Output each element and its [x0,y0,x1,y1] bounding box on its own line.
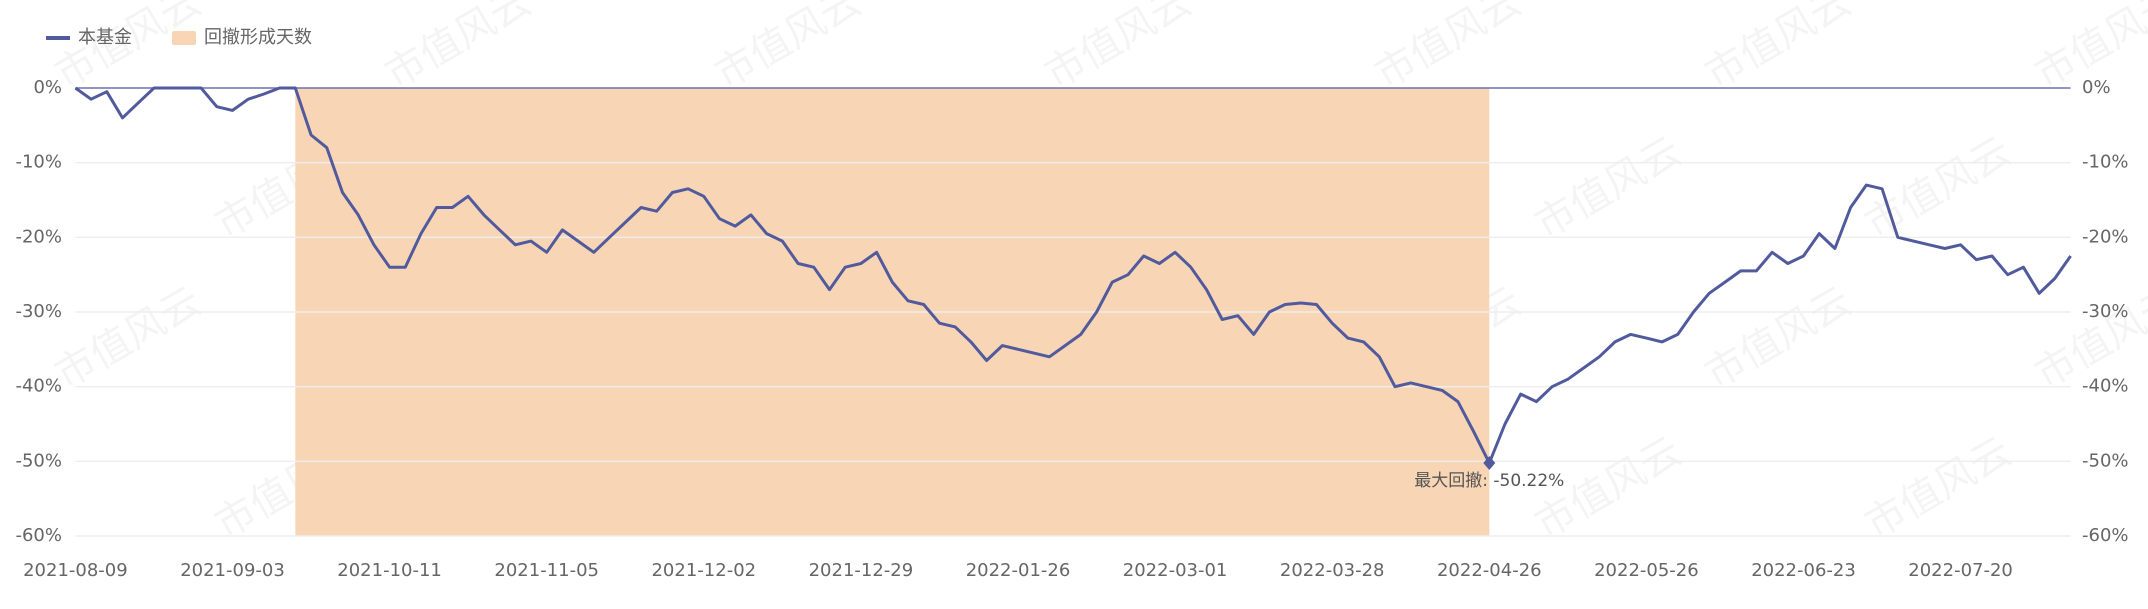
x-tick-label: 2021-10-11 [337,560,442,581]
x-tick-label: 2021-08-09 [23,560,128,581]
y-tick-label: -20% [15,226,62,247]
watermark: 市值风云 [1698,278,1860,398]
watermark: 市值风云 [1368,0,1530,98]
y-tick-label: -40% [15,376,62,397]
y2-tick-label: -50% [2082,450,2129,471]
x-tick-label: 2021-12-29 [809,560,914,581]
y-tick-label: -30% [15,301,62,322]
legend-label: 回撤形成天数 [204,27,312,48]
y-tick-label: -10% [15,152,62,173]
x-tick-label: 2021-09-03 [180,560,285,581]
y2-tick-label: -30% [2082,301,2129,322]
y2-tick-label: -20% [2082,226,2129,247]
watermark: 市值风云 [378,0,540,98]
legend-swatch [172,31,196,45]
series-line [74,86,2072,465]
y2-tick-label: -10% [2082,152,2129,173]
watermark: 市值风云 [1528,128,1690,248]
max-drawdown-label: 最大回撤: -50.22% [1414,471,1564,491]
x-tick-label: 2022-06-23 [1751,560,1856,581]
x-tick-label: 2021-11-05 [494,560,599,581]
y2-tick-label: 0% [2082,77,2111,98]
x-tick-label: 2021-12-02 [651,560,756,581]
watermark: 市值风云 [1698,0,1860,98]
x-tick-label: 2022-04-26 [1437,560,1542,581]
x-tick-label: 2022-03-01 [1123,560,1228,581]
x-tick-label: 2022-03-28 [1280,560,1385,581]
y-tick-label: -60% [15,525,62,546]
y2-tick-label: -60% [2082,525,2129,546]
watermark: 市值风云 [48,278,210,398]
y-tick-label: 0% [33,77,62,98]
x-tick-label: 2022-07-20 [1908,560,2013,581]
legend-label: 本基金 [78,27,132,48]
x-tick-label: 2022-05-26 [1594,560,1699,581]
watermark: 市值风云 [708,0,870,98]
y2-tick-label: -40% [2082,376,2129,397]
y-tick-label: -50% [15,450,62,471]
x-tick-label: 2022-01-26 [966,560,1071,581]
max-drawdown-marker [1483,455,1496,470]
watermark: 市值风云 [1038,0,1200,98]
watermark: 市值风云 [1858,428,2020,548]
watermark: 市值风云 [48,0,210,98]
